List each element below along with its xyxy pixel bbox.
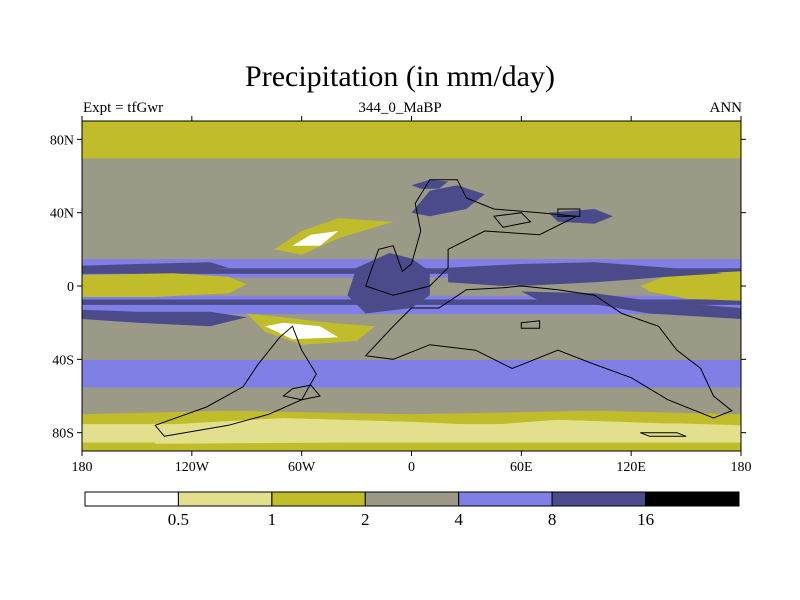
colorbar-bin	[458, 491, 553, 507]
zonal-band	[82, 203, 741, 214]
time-period-label: 344_0_MaBP	[358, 100, 442, 116]
colorbar-label: 8	[548, 510, 557, 529]
coastline-siberia-block	[492, 212, 532, 228]
zonal-band	[82, 212, 741, 223]
zonal-band	[82, 240, 741, 250]
x-tick-label: 180	[731, 460, 752, 475]
zonal-band	[82, 221, 741, 232]
y-tick-label: 40N	[50, 207, 74, 222]
colorbar-bin	[551, 491, 646, 507]
region-west-pacific-wet-north	[82, 262, 229, 272]
region-moist-band-70s	[82, 410, 741, 426]
zonal-band	[82, 166, 741, 177]
chart-title: Precipitation (in mm/day)	[245, 60, 555, 93]
zonal-band	[82, 331, 741, 342]
coastline-patagonia-fragment	[282, 384, 321, 401]
zonal-band	[82, 139, 741, 150]
zonal-band	[82, 377, 741, 388]
region-west-pacific-wet-south	[82, 309, 247, 327]
x-tick-label: 180	[72, 460, 93, 475]
y-tick-label: 80N	[50, 133, 74, 148]
region-asia-wet	[548, 209, 613, 224]
zonal-band	[82, 313, 741, 324]
x-tick-label: 120E	[616, 460, 646, 475]
y-tick-label: 80S	[52, 427, 74, 442]
region-east-pacific-yellow-ring	[640, 271, 741, 301]
zonal-band	[82, 359, 741, 370]
zonal-band	[82, 121, 741, 131]
zonal-band	[82, 322, 741, 333]
colorbar-label: 16	[637, 510, 654, 529]
colorbar-label: 1	[268, 510, 277, 529]
zonal-band	[82, 341, 741, 351]
colorbar-label: 4	[454, 510, 463, 529]
coastline-gondwana-east	[364, 285, 733, 419]
region-dry-band-80s	[155, 418, 741, 444]
region-polar-wet-north	[411, 179, 449, 189]
zonal-band	[82, 130, 741, 140]
coastline-pacific-island	[640, 432, 687, 437]
coastline-sea-island	[520, 320, 541, 329]
zonal-band	[82, 405, 741, 415]
y-tick-label: 40S	[52, 353, 74, 368]
region-west-pacific-yellow-ring	[82, 273, 247, 297]
x-tick-label: 60E	[510, 460, 533, 475]
x-tick-label: 60W	[288, 460, 316, 475]
zonal-band	[82, 396, 741, 406]
colorbar-label: 0.5	[168, 510, 189, 529]
y-tick-label: 0	[67, 280, 74, 295]
zonal-band	[82, 185, 741, 195]
coastline-laurussia	[365, 179, 579, 296]
zonal-band	[82, 249, 741, 260]
zonal-band	[82, 304, 741, 315]
x-tick-label: 120W	[175, 460, 210, 475]
map-field	[82, 121, 741, 451]
region-south-indian-wet	[521, 291, 741, 319]
zonal-band	[82, 441, 741, 451]
experiment-label: Expt = tfGwr	[83, 100, 164, 116]
region-south-atlantic-dry-core	[265, 322, 339, 340]
colorbar-bin	[645, 491, 740, 507]
region-north-atlantic-dry-core	[292, 231, 339, 246]
zonal-band	[82, 194, 741, 205]
coastline-china-block	[557, 208, 581, 217]
region-indian-ocean-heavy	[448, 267, 595, 286]
zonal-band	[82, 176, 741, 186]
colorbar-bin	[364, 491, 460, 507]
colorbar-bin	[271, 491, 366, 507]
colorbar-label: 2	[361, 510, 370, 529]
zonal-band	[82, 368, 741, 379]
zonal-band	[82, 157, 741, 168]
region-europe-wet	[411, 185, 485, 217]
x-tick-label: 0	[408, 460, 415, 475]
colorbar-bin	[177, 491, 273, 507]
zonal-band	[82, 231, 741, 241]
zonal-band	[82, 386, 741, 397]
colorbar-bin	[84, 491, 179, 507]
season-label: ANN	[709, 100, 743, 116]
zonal-band	[82, 350, 741, 360]
region-atlantic-wet-center	[347, 253, 430, 314]
zonal-band	[82, 148, 741, 159]
coastline-southern-continent	[154, 325, 317, 437]
